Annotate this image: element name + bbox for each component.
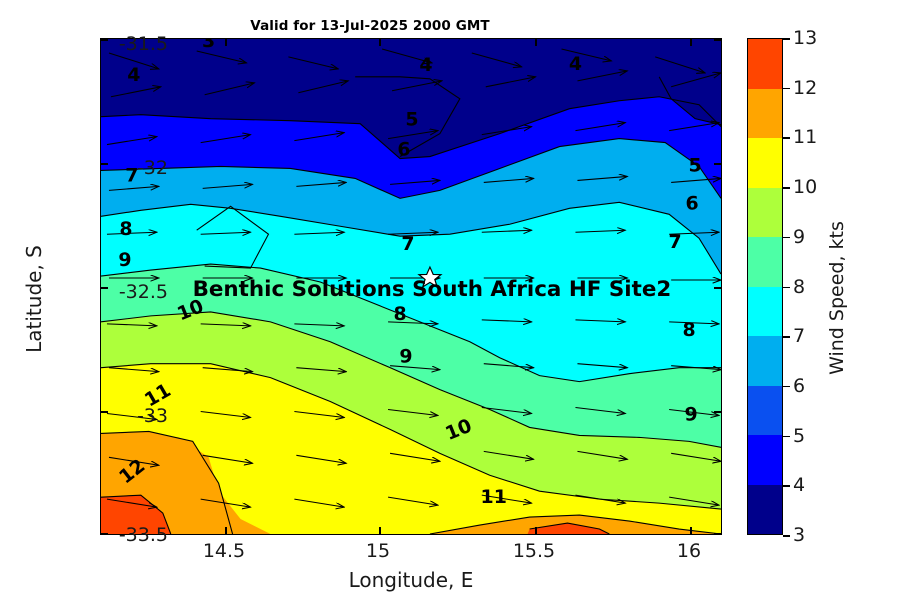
colorbar-segment	[748, 385, 782, 435]
colorbar-segment	[748, 336, 782, 386]
y-tick-label: -32.5	[118, 281, 168, 303]
colorbar-tick-label: 5	[793, 424, 806, 447]
colorbar-tick-mark	[783, 236, 790, 239]
colorbar-segment	[748, 88, 782, 138]
x-tick-mark	[379, 39, 381, 46]
x-tick-mark	[535, 39, 537, 46]
contour-lines	[101, 76, 721, 534]
x-tick-mark	[690, 527, 692, 534]
contour-label: 7	[401, 233, 414, 255]
colorbar-tick-mark	[783, 336, 790, 338]
contour-label: 6	[686, 192, 699, 214]
site-label: Benthic Solutions South Africa HF Site2	[193, 277, 672, 302]
colorbar-tick-mark	[783, 87, 790, 90]
y-tick-mark	[714, 287, 721, 289]
x-tick-mark	[225, 39, 227, 46]
colorbar-tick-mark	[783, 435, 790, 438]
y-tick-mark	[101, 163, 108, 165]
colorbar-tick-mark	[783, 385, 790, 388]
colorbar-tick-label: 7	[793, 325, 806, 348]
x-tick-mark	[225, 527, 227, 534]
colorbar-tick-label: 9	[793, 225, 806, 248]
y-axis-title: Latitude, S	[22, 245, 46, 353]
contour-label: 9	[685, 403, 698, 425]
contour-label: 5	[688, 154, 701, 176]
y-tick-mark	[714, 411, 721, 413]
x-tick-label: 14.5	[202, 540, 246, 562]
y-tick-mark	[714, 163, 721, 165]
colorbar-tick-label: 4	[793, 474, 806, 497]
contour-plot-area[interactable]: 3 4 4 4 5 5 6 6 7 7 7 8 8 8 9 9 9 10 10 11 11 12 Benthic Solu…	[100, 38, 722, 535]
x-tick-mark	[535, 527, 537, 534]
y-tick-mark	[101, 287, 108, 289]
y-tick-mark	[101, 39, 108, 41]
y-tick-mark	[714, 39, 721, 41]
x-tick-mark	[379, 527, 381, 534]
colorbar-tick-label: 11	[793, 126, 818, 149]
contour-label: 4	[419, 54, 432, 76]
contour-label: 5	[405, 109, 418, 131]
y-tick-label: -32	[136, 157, 168, 179]
contour-label: 3	[202, 39, 215, 52]
colorbar-segment	[748, 484, 782, 534]
contour-label: 9	[399, 346, 412, 368]
x-tick-label: 16	[676, 540, 702, 562]
contour-label: 11	[481, 486, 507, 508]
contour-label: 7	[669, 231, 682, 253]
colorbar-tick-mark	[783, 485, 790, 487]
y-tick-mark	[101, 533, 108, 534]
colorbar[interactable]	[747, 38, 783, 535]
colorbar-tick-mark	[783, 286, 790, 289]
colorbar-tick-label: 3	[793, 524, 806, 546]
contour-label: 8	[683, 319, 696, 341]
colorbar-tick-label: 13	[793, 27, 818, 49]
y-tick-mark	[714, 533, 721, 534]
y-tick-label: -33	[136, 405, 168, 427]
contour-label: 6	[397, 139, 410, 161]
x-tick-mark	[690, 39, 692, 46]
colorbar-segment	[748, 187, 782, 237]
colorbar-tick-mark	[783, 187, 790, 189]
contour-label: 7	[125, 164, 138, 186]
colorbar-segment	[748, 39, 782, 89]
y-tick-label: -33.5	[118, 524, 168, 546]
y-tick-label: -31.5	[118, 33, 168, 55]
contour-label: 9	[118, 249, 131, 271]
contour-label: 4	[127, 64, 140, 86]
colorbar-segment	[748, 138, 782, 188]
contour-label: 8	[119, 218, 132, 240]
contour-label: 8	[393, 303, 406, 325]
star-marker[interactable]	[417, 265, 443, 289]
colorbar-title: Wind Speed, kts	[826, 221, 848, 375]
contour-label: 4	[569, 53, 582, 75]
colorbar-tick-label: 12	[793, 76, 818, 99]
y-tick-mark	[101, 411, 108, 413]
colorbar-tick-mark	[783, 137, 790, 139]
x-axis-title: Longitude, E	[348, 568, 474, 592]
colorbar-segment	[748, 237, 782, 287]
colorbar-tick-mark	[783, 38, 790, 40]
x-tick-label: 15	[365, 540, 391, 562]
chart-title: Valid for 13-Jul-2025 2000 GMT	[250, 18, 490, 34]
colorbar-tick-label: 8	[793, 275, 806, 298]
colorbar-segment	[748, 435, 782, 485]
colorbar-tick-label: 6	[793, 374, 806, 397]
x-tick-label: 15.5	[512, 540, 556, 562]
colorbar-tick-mark	[783, 535, 790, 537]
colorbar-tick-label: 10	[793, 176, 818, 199]
colorbar-segment	[748, 286, 782, 336]
